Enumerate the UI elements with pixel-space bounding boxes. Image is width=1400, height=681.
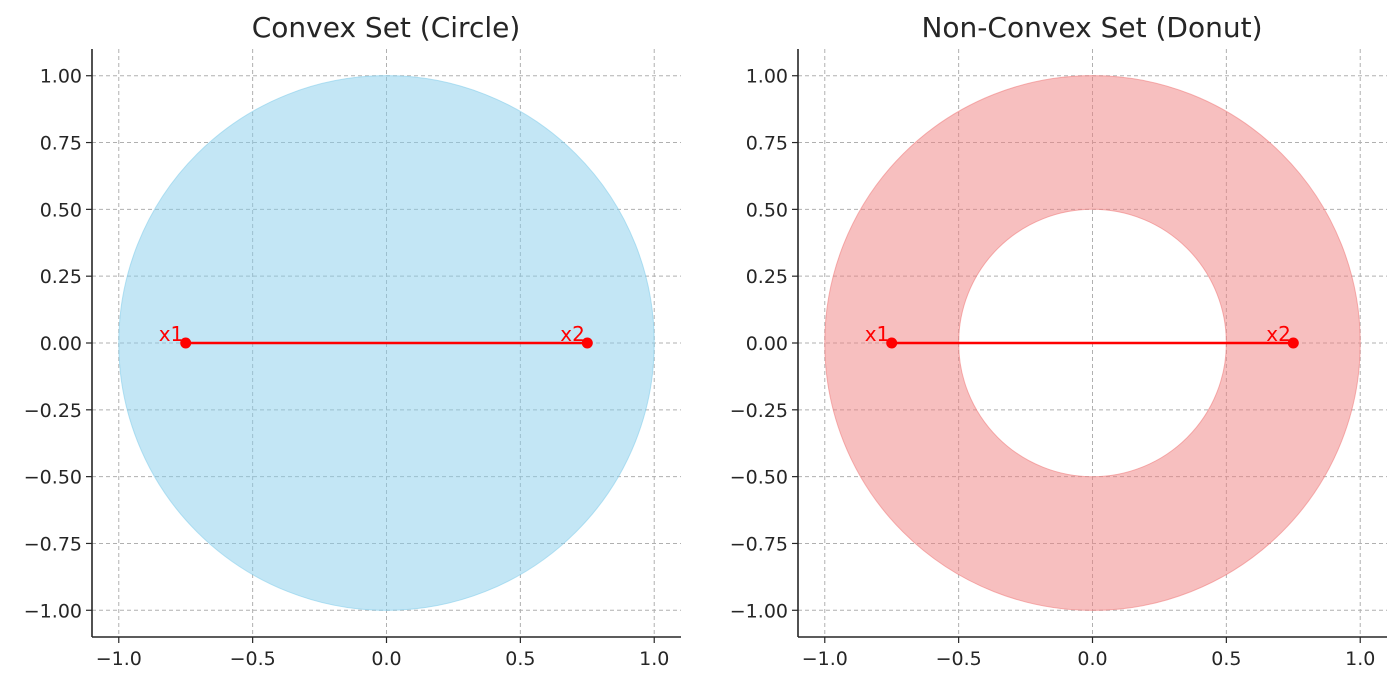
- x-tick-label: −1.0: [96, 648, 142, 670]
- chart-title: Convex Set (Circle): [252, 11, 521, 44]
- convex-circle-panel: Convex Set (Circle) x1 x2 −1.0 −0.5 0.0 0.5 1.…: [24, 11, 681, 670]
- y-tick-label: −0.25: [730, 400, 788, 422]
- y-tick-label: −0.50: [730, 467, 788, 489]
- x-tick-label: 1.0: [1345, 648, 1375, 670]
- y-tick-label: 0.25: [40, 266, 82, 288]
- y-tick-label: 0.00: [40, 333, 82, 355]
- y-tick-label: 0.75: [40, 133, 82, 155]
- point-x2: [1287, 337, 1299, 349]
- x-tick-label: 0.5: [505, 648, 535, 670]
- x-tick-label: 0.0: [371, 648, 401, 670]
- y-tick-label: −1.00: [24, 600, 82, 622]
- y-tick-label: 0.50: [40, 199, 82, 221]
- point-x1: [180, 337, 192, 349]
- x-tick-label: 0.5: [1211, 648, 1241, 670]
- y-tick-label: 0.00: [746, 333, 788, 355]
- point-label: x2: [560, 322, 585, 346]
- y-tick-label: 1.00: [40, 66, 82, 88]
- point-label: x2: [1266, 322, 1291, 346]
- y-tick-label: −0.50: [24, 467, 82, 489]
- point-x2: [581, 337, 593, 349]
- x-tick-label: −1.0: [802, 648, 848, 670]
- y-tick-label: 0.75: [746, 133, 788, 155]
- y-tick-label: 0.50: [746, 199, 788, 221]
- point-label: x1: [865, 322, 890, 346]
- y-tick-label: −0.75: [730, 533, 788, 555]
- y-tick-label: 1.00: [746, 66, 788, 88]
- y-tick-label: 0.25: [746, 266, 788, 288]
- x-tick-label: 1.0: [639, 648, 669, 670]
- x-tick-label: −0.5: [230, 648, 276, 670]
- non-convex-donut-panel: Non-Convex Set (Donut) x1 x2 −1.0 −0.5 0.0 0.…: [730, 11, 1387, 670]
- chart-title: Non-Convex Set (Donut): [921, 11, 1262, 44]
- x-tick-label: −0.5: [936, 648, 982, 670]
- y-tick-label: −0.25: [24, 400, 82, 422]
- y-tick-label: −0.75: [24, 533, 82, 555]
- x-tick-label: 0.0: [1077, 648, 1107, 670]
- point-label: x1: [159, 322, 184, 346]
- y-tick-label: −1.00: [730, 600, 788, 622]
- point-x1: [886, 337, 898, 349]
